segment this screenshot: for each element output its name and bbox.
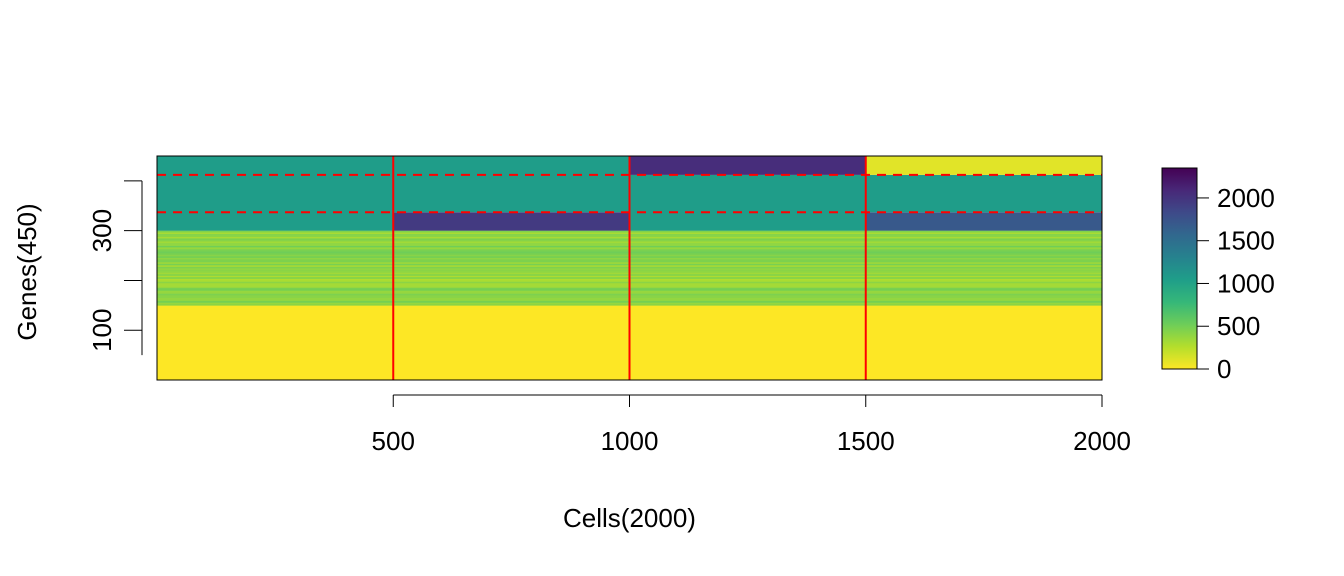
y-tick-label: 100	[87, 309, 117, 352]
colorbar-tick-label: 1000	[1217, 268, 1275, 298]
heatmap-block	[865, 156, 1102, 175]
heatmap-block	[629, 156, 866, 175]
heatmap-block	[865, 212, 1102, 231]
x-axis-label: Cells(2000)	[563, 503, 696, 533]
group-boundary-lines	[157, 156, 1102, 380]
colorbar-tick-label: 0	[1217, 354, 1231, 384]
colorbar-tick-label: 2000	[1217, 183, 1275, 213]
plot-frame	[156, 155, 1103, 381]
x-tick-label: 1000	[601, 426, 659, 456]
x-tick-label: 500	[372, 426, 415, 456]
heatmap-block	[629, 174, 866, 231]
x-axis: 500 1000 1500 2000	[372, 394, 1131, 456]
heatmap-block	[865, 174, 1102, 213]
heatmap-block	[393, 156, 630, 213]
x-tick-label: 2000	[1073, 426, 1131, 456]
heatmap-block	[157, 156, 394, 231]
heatmap-block	[393, 212, 630, 231]
y-axis-label: Genes(450)	[12, 203, 42, 340]
colorbar-legend: 0 500 1000 1500 2000	[1161, 167, 1275, 384]
colorbar-gradient	[1161, 167, 1198, 370]
colorbar-tick-label: 500	[1217, 311, 1260, 341]
x-tick-label: 1500	[837, 426, 895, 456]
y-tick-label: 300	[87, 209, 117, 252]
colorbar-tick-label: 1500	[1217, 226, 1275, 256]
y-axis: 100 300	[87, 180, 143, 356]
